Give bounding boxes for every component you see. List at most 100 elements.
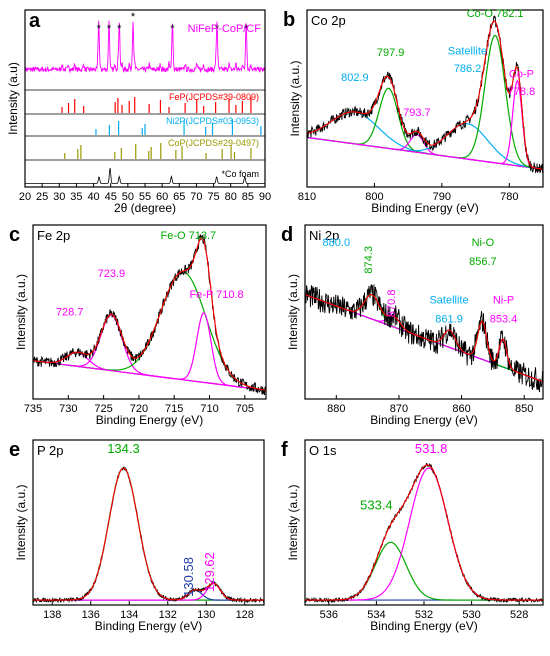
peak-annotation: 880.0 [323, 237, 351, 249]
plot-frame [32, 439, 265, 606]
peak-marker: * [97, 23, 102, 35]
x-tick-label: 790 [433, 191, 451, 203]
panel-letter: b [283, 9, 295, 31]
x-tick-label: 810 [298, 191, 316, 203]
reference-label: *Co foam [221, 169, 259, 179]
x-tick-label: 735 [24, 403, 42, 415]
x-axis-label: Binding Energy (eV) [95, 619, 202, 633]
plot-area [33, 466, 264, 604]
x-tick-label: 730 [59, 403, 77, 415]
x-tick-label: 40 [87, 191, 99, 203]
peak-annotation: 531.8 [415, 441, 448, 456]
plot-area [307, 15, 543, 175]
peak-annotation: Satellite [429, 294, 468, 306]
x-axis-label: 2θ (degree) [114, 201, 176, 215]
x-tick-label: 35 [70, 191, 82, 203]
x-tick-label: 30 [53, 191, 65, 203]
envelope-fit [33, 467, 264, 601]
x-tick-label: 45 [105, 191, 117, 203]
peak-marker: * [244, 23, 249, 35]
plot-area [305, 284, 543, 393]
x-tick-label: 725 [94, 403, 112, 415]
peak-annotation: 853.4 [490, 313, 518, 325]
plot-frame [304, 224, 544, 400]
x-tick-label: 65 [173, 191, 185, 203]
component-peak-723-9 [33, 314, 266, 391]
x-tick-label: 850 [515, 403, 533, 415]
x-tick-label: 136 [82, 609, 100, 621]
panel-title: Ni 2p [309, 228, 339, 243]
envelope-fit [33, 237, 266, 391]
x-tick-label: 75 [207, 191, 219, 203]
x-tick-label: 536 [320, 609, 338, 621]
x-tick-label: 50 [122, 191, 134, 203]
component-peak-134-3 [33, 467, 264, 601]
x-tick-label: 138 [43, 609, 61, 621]
peak-annotation: 728.7 [56, 306, 84, 318]
peak-annotation: 130.58 [181, 557, 196, 597]
plot-frame [32, 224, 267, 400]
peak-annotation: 870.8 [386, 290, 398, 318]
y-axis-label: Intensity (a.u.) [286, 274, 300, 350]
peak-annotation: 874.3 [363, 246, 375, 274]
panel-title: O 1s [309, 443, 337, 458]
panel-letter: f [281, 439, 288, 461]
peak-annotation: Ni-P [493, 294, 514, 306]
peak-annotation: 129.62 [202, 552, 217, 592]
x-axis-label: Binding Energy (eV) [370, 413, 477, 427]
peak-annotation: Fe-O 713.7 [161, 230, 217, 242]
x-tick-label: 530 [462, 609, 480, 621]
x-tick-label: 860 [452, 403, 470, 415]
x-tick-label: 130 [197, 609, 215, 621]
panel-letter: d [281, 224, 293, 246]
experimental-data [305, 284, 543, 393]
panel-letter: a [29, 10, 41, 32]
peak-annotation: 533.4 [360, 497, 393, 512]
panel-title: Fe 2p [37, 228, 70, 243]
peak-annotation: Fe-P 710.8 [189, 289, 243, 301]
x-tick-label: 134 [120, 609, 138, 621]
panel-c: c Fe 2p 728.7 723.9 Fe-O 713.7 Fe-P 710.8 735 7… [9, 224, 267, 427]
plot-frame [304, 439, 544, 606]
panel-e: e P 2p 134.3 130.58 129.62 138 136 134 132 130 128… [9, 439, 265, 633]
x-tick-label: 20 [19, 191, 31, 203]
x-tick-label: 532 [415, 609, 433, 621]
plot-area [305, 462, 543, 604]
panel-title: P 2p [37, 443, 64, 458]
peak-annotation: Co-P [509, 68, 534, 80]
plot-frame [306, 9, 544, 188]
x-tick-label: 720 [130, 403, 148, 415]
peak-annotation: 793.7 [403, 107, 431, 119]
x-tick-label: 534 [367, 609, 385, 621]
envelope-fit [305, 464, 543, 601]
x-tick-label: 55 [139, 191, 151, 203]
plot-area [33, 234, 266, 396]
peak-annotation: 856.7 [469, 256, 497, 268]
x-tick-label: 715 [165, 403, 183, 415]
x-axis-label: Binding Energy (eV) [96, 413, 203, 427]
component-peak-531-8 [305, 467, 543, 601]
component-peak-786-2 [307, 123, 543, 170]
peak-annotation: 778.8 [508, 86, 536, 98]
x-tick-label: 132 [159, 609, 177, 621]
y-axis-label: Intensity (a.u.) [14, 274, 28, 350]
sample-label: NiFeP-CoP/CF [188, 23, 262, 35]
peak-annotation: 802.9 [341, 72, 369, 84]
peak-annotation: 861.9 [435, 313, 463, 325]
component-peak-778-8 [307, 79, 543, 170]
x-tick-label: 90 [259, 191, 271, 203]
panel-title: Co 2p [311, 13, 346, 28]
x-tick-label: 128 [236, 609, 254, 621]
x-axis-label: Binding Energy (eV) [370, 619, 477, 633]
xrd-sample-pattern [24, 20, 266, 74]
x-axis-label: Binding Energy (eV) [371, 201, 478, 215]
y-axis-label: Intensity (a.u) [6, 62, 20, 135]
x-tick-label: 705 [236, 403, 254, 415]
peak-annotation: Ni-O [472, 237, 495, 249]
panel-f: f O 1s 531.8 533.4 536 534 532 530 528 Binding En… [281, 439, 544, 633]
y-axis-label: Intensity (a.u.) [14, 484, 28, 560]
x-tick-label: 780 [500, 191, 518, 203]
peak-marker: * [215, 23, 220, 35]
